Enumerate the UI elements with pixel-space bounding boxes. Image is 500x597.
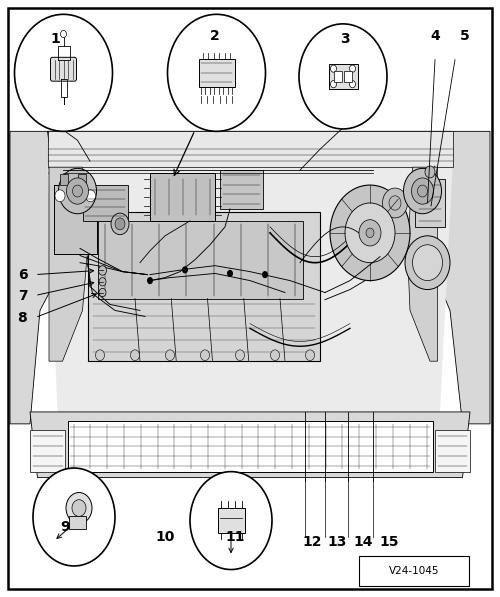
Circle shape <box>99 278 106 286</box>
Bar <box>198 59 234 87</box>
Circle shape <box>382 188 407 218</box>
Circle shape <box>72 185 83 197</box>
Bar <box>30 430 65 472</box>
Circle shape <box>33 468 115 566</box>
Circle shape <box>405 236 450 290</box>
Circle shape <box>130 350 140 361</box>
Circle shape <box>115 218 125 230</box>
Text: 2: 2 <box>210 29 220 43</box>
Polygon shape <box>48 167 452 412</box>
Circle shape <box>389 196 401 210</box>
Bar <box>68 421 432 472</box>
Polygon shape <box>10 131 65 424</box>
Circle shape <box>60 30 66 38</box>
Polygon shape <box>430 131 490 424</box>
Polygon shape <box>408 167 438 361</box>
Bar <box>359 556 469 586</box>
Circle shape <box>98 266 106 275</box>
Circle shape <box>350 81 356 88</box>
Circle shape <box>412 245 442 281</box>
Circle shape <box>412 178 434 204</box>
Circle shape <box>404 168 442 214</box>
FancyBboxPatch shape <box>50 57 76 81</box>
Bar <box>218 508 244 533</box>
Text: 7: 7 <box>18 288 28 303</box>
Bar <box>60 174 68 185</box>
Circle shape <box>55 190 65 202</box>
Circle shape <box>425 166 435 178</box>
Circle shape <box>14 14 112 131</box>
Circle shape <box>299 24 387 129</box>
Circle shape <box>330 81 336 88</box>
Bar <box>328 64 358 89</box>
Bar <box>98 221 302 298</box>
Circle shape <box>99 288 106 297</box>
Circle shape <box>262 271 268 278</box>
Circle shape <box>70 190 80 202</box>
Text: 5: 5 <box>460 29 470 43</box>
Text: 6: 6 <box>18 267 28 282</box>
Circle shape <box>166 350 174 361</box>
Circle shape <box>66 178 88 204</box>
Circle shape <box>330 185 410 281</box>
Circle shape <box>111 213 129 235</box>
Circle shape <box>359 220 381 246</box>
Circle shape <box>168 14 266 131</box>
Circle shape <box>366 228 374 238</box>
Bar <box>78 174 86 185</box>
Bar <box>48 131 452 167</box>
Text: 13: 13 <box>328 535 347 549</box>
Text: 8: 8 <box>18 310 28 325</box>
Text: 14: 14 <box>354 535 373 549</box>
Bar <box>150 173 215 221</box>
Polygon shape <box>30 412 470 478</box>
Circle shape <box>86 190 96 202</box>
Polygon shape <box>49 167 88 361</box>
Circle shape <box>418 185 428 197</box>
Text: 1: 1 <box>50 32 60 46</box>
Circle shape <box>227 270 233 277</box>
Text: 12: 12 <box>302 535 322 549</box>
Bar <box>88 212 320 361</box>
Circle shape <box>147 277 153 284</box>
Bar <box>415 179 445 227</box>
Circle shape <box>66 493 92 524</box>
Circle shape <box>345 203 395 263</box>
Text: 15: 15 <box>380 535 399 549</box>
Circle shape <box>330 65 336 72</box>
Circle shape <box>182 266 188 273</box>
Circle shape <box>306 350 314 361</box>
Text: 9: 9 <box>60 519 70 534</box>
Text: V24-1045: V24-1045 <box>389 567 440 576</box>
Polygon shape <box>48 131 450 149</box>
Circle shape <box>236 350 244 361</box>
Bar <box>69 516 86 529</box>
Circle shape <box>200 350 209 361</box>
Bar <box>435 430 470 472</box>
Bar <box>334 71 342 82</box>
Text: 10: 10 <box>156 530 174 544</box>
Text: 11: 11 <box>225 530 245 544</box>
Text: 3: 3 <box>340 32 350 46</box>
Bar <box>220 170 262 209</box>
Bar <box>82 185 128 221</box>
Circle shape <box>72 500 86 516</box>
Text: 4: 4 <box>430 29 440 43</box>
Bar <box>344 71 352 82</box>
Circle shape <box>190 472 272 570</box>
Circle shape <box>96 350 104 361</box>
Circle shape <box>350 65 356 72</box>
Circle shape <box>58 168 96 214</box>
Circle shape <box>270 350 280 361</box>
Bar <box>54 185 96 254</box>
